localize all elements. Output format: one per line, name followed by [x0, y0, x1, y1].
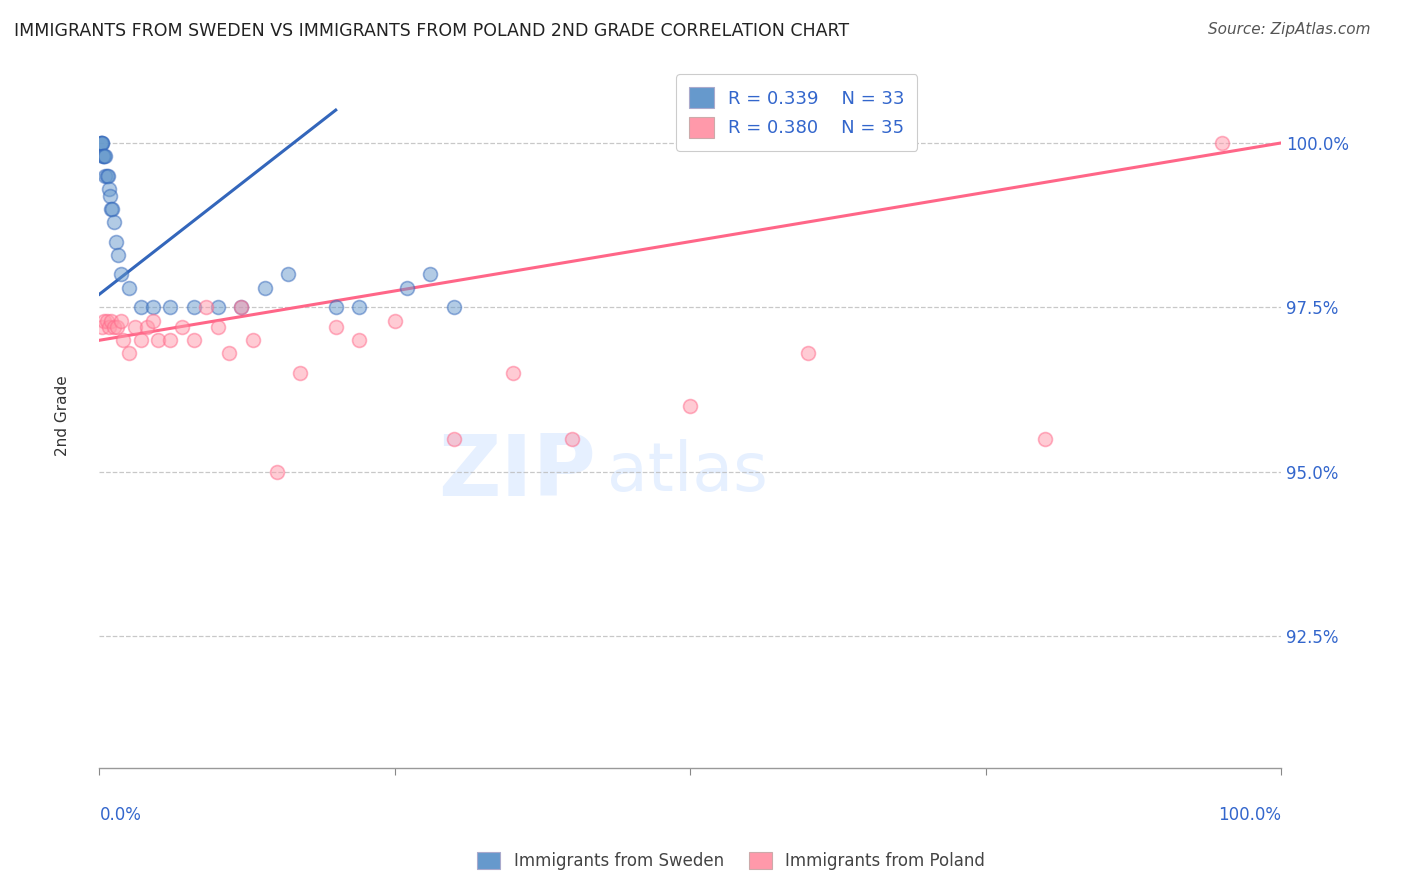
Point [101, 202, 124, 216]
Point [107, 248, 129, 262]
Text: atlas: atlas [607, 439, 768, 505]
Point [142, 313, 165, 327]
Point [183, 333, 205, 347]
Point [679, 399, 702, 413]
Point [135, 320, 157, 334]
Point [207, 301, 229, 315]
Point [104, 235, 127, 249]
Point [94, 149, 117, 163]
Point [97, 320, 120, 334]
Point [1211, 136, 1233, 150]
Point [384, 313, 406, 327]
Point [349, 301, 371, 315]
Point [395, 280, 418, 294]
Point [118, 346, 141, 360]
Legend: Immigrants from Sweden, Immigrants from Poland: Immigrants from Sweden, Immigrants from … [470, 845, 993, 877]
Point [325, 301, 347, 315]
Point [797, 346, 820, 360]
Point [172, 320, 194, 334]
Point [100, 202, 122, 216]
Point [100, 313, 122, 327]
Point [124, 320, 146, 334]
Point [112, 333, 135, 347]
Point [105, 320, 128, 334]
Point [97, 169, 120, 183]
Point [110, 268, 132, 282]
Point [1033, 432, 1056, 446]
Point [94, 169, 117, 183]
Point [148, 333, 170, 347]
Point [159, 333, 181, 347]
Point [183, 301, 205, 315]
Point [443, 301, 465, 315]
Point [129, 301, 152, 315]
Point [96, 313, 118, 327]
Point [98, 188, 121, 202]
Point [90, 136, 112, 150]
Point [97, 182, 120, 196]
Point [118, 280, 141, 294]
Text: 0.0%: 0.0% [100, 806, 141, 824]
Text: IMMIGRANTS FROM SWEDEN VS IMMIGRANTS FROM POLAND 2ND GRADE CORRELATION CHART: IMMIGRANTS FROM SWEDEN VS IMMIGRANTS FRO… [14, 22, 849, 40]
Point [242, 333, 264, 347]
Point [91, 149, 114, 163]
Point [253, 280, 276, 294]
Point [129, 333, 152, 347]
Point [159, 301, 181, 315]
Text: Source: ZipAtlas.com: Source: ZipAtlas.com [1208, 22, 1371, 37]
Point [207, 320, 229, 334]
Point [110, 313, 132, 327]
Point [194, 301, 217, 315]
Point [277, 268, 299, 282]
Point [90, 136, 112, 150]
Point [443, 432, 465, 446]
Point [290, 366, 312, 380]
Point [103, 215, 125, 229]
Point [90, 320, 112, 334]
Text: ZIP: ZIP [437, 431, 596, 514]
Point [218, 346, 240, 360]
Point [325, 320, 347, 334]
Point [142, 301, 165, 315]
Point [91, 149, 114, 163]
Point [90, 136, 112, 150]
Point [90, 136, 112, 150]
Point [266, 465, 288, 479]
Text: 2nd Grade: 2nd Grade [55, 376, 70, 456]
Point [93, 313, 115, 327]
Text: 100.0%: 100.0% [1218, 806, 1281, 824]
Point [502, 366, 524, 380]
Point [231, 301, 253, 315]
Point [349, 333, 371, 347]
Point [93, 149, 115, 163]
Point [561, 432, 583, 446]
Point [96, 169, 118, 183]
Point [231, 301, 253, 315]
Point [103, 320, 125, 334]
Legend: R = 0.339    N = 33, R = 0.380    N = 35: R = 0.339 N = 33, R = 0.380 N = 35 [676, 75, 918, 151]
Point [419, 268, 441, 282]
